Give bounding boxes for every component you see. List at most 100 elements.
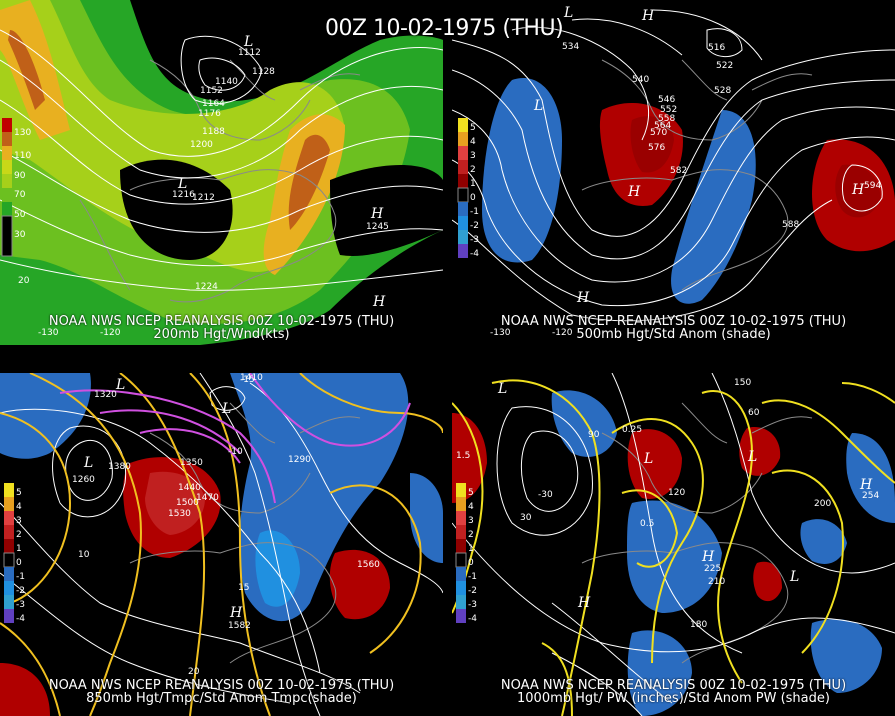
legend-label: 3 bbox=[16, 516, 22, 526]
panel-1000mb: 5 4 3 2 1 0 -1 -2 -3 -4 120 150 180 210 … bbox=[452, 373, 895, 716]
longitude-label: -120 bbox=[552, 328, 573, 338]
contour-label: 582 bbox=[670, 166, 688, 176]
legend-label: 0 bbox=[468, 558, 474, 568]
contour-label: 546 bbox=[658, 95, 676, 105]
pw-label: 0.5 bbox=[640, 519, 655, 529]
legend-swatch bbox=[2, 174, 12, 188]
legend-label: 4 bbox=[16, 502, 22, 512]
pw-contours bbox=[452, 379, 895, 716]
field-caption: 850mb Hgt/Tmpc/Std Anom Tmpc(shade) bbox=[86, 691, 357, 706]
contour-label: 180 bbox=[690, 620, 708, 630]
legend-swatch bbox=[456, 609, 466, 623]
map-1000mb bbox=[452, 373, 895, 716]
legend-label: -1 bbox=[470, 207, 479, 217]
temp-label: 20 bbox=[188, 667, 200, 677]
height-contours bbox=[452, 373, 895, 716]
high-center: H bbox=[578, 595, 591, 611]
contour-label: 528 bbox=[714, 86, 732, 96]
legend-swatch bbox=[456, 581, 466, 595]
cold-temperature-contours bbox=[59, 373, 411, 504]
contour-label: 225 bbox=[704, 564, 722, 574]
legend-label: 4 bbox=[470, 137, 476, 147]
legend-swatch bbox=[4, 595, 14, 609]
legend-swatch bbox=[458, 244, 468, 258]
legend-swatch bbox=[455, 552, 467, 568]
legend-swatch bbox=[4, 497, 14, 511]
legend-swatch bbox=[2, 132, 12, 146]
low-center: L bbox=[748, 449, 758, 465]
source-caption: NOAA NWS NCEP REANALYSIS 00Z 10-02-1975 … bbox=[500, 314, 847, 329]
legend-swatch bbox=[456, 539, 466, 553]
height-contours bbox=[0, 29, 443, 291]
legend-swatch bbox=[4, 525, 14, 539]
coastlines bbox=[581, 59, 813, 291]
legend-swatch bbox=[3, 552, 15, 568]
legend-swatch bbox=[2, 160, 12, 174]
contour-label: 1582 bbox=[228, 621, 251, 631]
high-center: H bbox=[628, 184, 641, 200]
cold-temp-label: -10 bbox=[228, 447, 243, 457]
low-center: L bbox=[222, 401, 232, 417]
legend-label: 5 bbox=[470, 123, 476, 133]
calm-area bbox=[120, 159, 233, 260]
high-center: H bbox=[852, 182, 865, 198]
contour-label: 570 bbox=[650, 128, 668, 138]
contour-label: 1350 bbox=[180, 458, 203, 468]
pos-anomaly bbox=[0, 663, 50, 716]
contour-label: 594 bbox=[864, 181, 882, 191]
pw-label: 1.5 bbox=[456, 451, 471, 461]
source-caption: NOAA NWS NCEP REANALYSIS 00Z 10-02-1975 … bbox=[48, 314, 395, 329]
contour-label: 588 bbox=[782, 220, 800, 230]
contour-label: 558 bbox=[658, 114, 676, 124]
contour-label: 516 bbox=[708, 43, 726, 53]
contour-label: 1164 bbox=[202, 99, 225, 109]
contour-label: 1224 bbox=[195, 282, 218, 292]
contour-label: 210 bbox=[708, 577, 726, 587]
legend-swatch bbox=[456, 567, 466, 581]
contour-label: 1188 bbox=[202, 127, 225, 137]
neg-anomaly-core bbox=[255, 530, 300, 607]
jet-shade-110-west bbox=[8, 30, 45, 110]
pos-anomaly bbox=[739, 427, 781, 476]
contour-label: 1290 bbox=[288, 455, 311, 465]
contour-label: 1200 bbox=[190, 140, 213, 150]
legend-swatch bbox=[458, 216, 468, 230]
legend-swatch bbox=[4, 567, 14, 581]
legend-label: -3 bbox=[468, 600, 477, 610]
low-center: L bbox=[644, 451, 654, 467]
legend-swatch bbox=[458, 230, 468, 244]
contour-label: 1216 bbox=[172, 190, 195, 200]
contour-label: 90 bbox=[588, 430, 600, 440]
legend-label: 30 bbox=[14, 230, 26, 240]
neg-anomaly bbox=[410, 473, 443, 563]
legend-swatch bbox=[456, 497, 466, 511]
field-caption: 1000mb Hgt/ PW (inches)/Std Anom PW (sha… bbox=[517, 691, 830, 706]
legend-label: 1 bbox=[470, 179, 476, 189]
legend-label: -2 bbox=[470, 221, 479, 231]
source-caption: NOAA NWS NCEP REANALYSIS 00Z 10-02-1975 … bbox=[500, 678, 847, 693]
neg-anomaly bbox=[846, 433, 895, 523]
contour-label: 540 bbox=[632, 75, 650, 85]
contour-label: 120 bbox=[668, 488, 686, 498]
legend-label: 3 bbox=[470, 151, 476, 161]
contour-label: 1128 bbox=[252, 67, 275, 77]
contour-label: 1245 bbox=[366, 222, 389, 232]
legend-label: 50 bbox=[14, 210, 26, 220]
legend-swatch bbox=[458, 160, 468, 174]
legend-swatch bbox=[456, 595, 466, 609]
cold-temp-label: -15 bbox=[240, 375, 255, 385]
low-center: L bbox=[116, 377, 126, 393]
low-center: L bbox=[790, 569, 800, 585]
high-center: H bbox=[860, 477, 873, 493]
high-center: H bbox=[373, 294, 386, 310]
legend-swatch bbox=[2, 188, 12, 202]
legend-label: 130 bbox=[14, 128, 32, 138]
contour-label: 1440 bbox=[178, 483, 201, 493]
main-title: 00Z 10-02-1975 (THU) bbox=[325, 16, 564, 41]
legend-swatch bbox=[4, 539, 14, 553]
neg-anomaly bbox=[482, 78, 562, 263]
contour-label: 254 bbox=[862, 491, 880, 501]
legend-swatch bbox=[4, 483, 14, 497]
contour-label: 1320 bbox=[94, 390, 117, 400]
